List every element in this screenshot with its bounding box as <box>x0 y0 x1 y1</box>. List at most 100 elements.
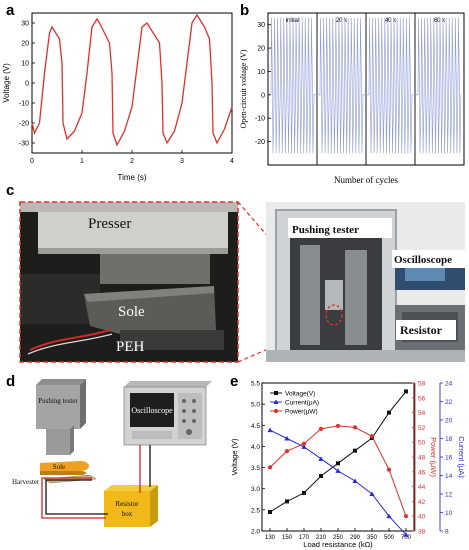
y-left-tick-label: 3.5 <box>251 465 260 472</box>
current-marker <box>335 468 341 473</box>
voltage-marker <box>302 490 306 495</box>
current-marker <box>386 513 392 519</box>
x-axis-label: Load resistance (kΩ) <box>303 540 373 549</box>
x-tick-label: 150 <box>282 535 293 541</box>
x-tick-label: 4 <box>230 158 234 165</box>
panel-label-e: e <box>230 373 239 390</box>
y-power-tick-label: 56 <box>418 395 426 402</box>
black-wire-1 <box>45 479 108 515</box>
x-tick-label: 0 <box>30 158 34 165</box>
y-current-tick-label: 18 <box>445 436 453 443</box>
current-marker <box>267 427 273 433</box>
y-tick-label: 30 <box>257 22 265 29</box>
presser-label: Presser <box>88 216 131 232</box>
x-axis-label: Number of cycles <box>334 175 398 185</box>
x-tick-label: 250 <box>333 535 344 541</box>
voltage-time-chart: 30 20 10 0 -10 -20 -30 0 1 2 3 4 Voltage (V) Time … <box>2 12 234 182</box>
y-power-tick-label: 40 <box>418 514 426 521</box>
power-marker <box>284 448 290 454</box>
y-power-tick-label: 42 <box>418 499 426 506</box>
y-tick-label: 0 <box>25 81 29 88</box>
experimental-setup-photos: Presser Sole PEH Pushing tester Oscillos… <box>19 201 468 363</box>
y-current-tick-label: 14 <box>445 473 453 480</box>
y-left-tick-label: 4.5 <box>251 423 260 430</box>
x-tick-label: 700 <box>401 535 412 541</box>
harvester-shape <box>43 474 97 484</box>
y-tick-label: 20 <box>257 46 265 53</box>
y-axis-power-label: Power (μW) <box>429 437 438 477</box>
current-marker <box>273 399 279 404</box>
y-tick-label: 10 <box>21 61 29 68</box>
sole-text: Sole <box>53 463 65 471</box>
power-marker <box>273 408 279 414</box>
y-current-tick-label: 24 <box>445 381 453 388</box>
y-tick-label: 20 <box>21 41 29 48</box>
y-axis-label: Open-circuit voltage (V) <box>239 49 248 128</box>
y-power-tick-label: 38 <box>418 529 426 536</box>
y-tick-label: -20 <box>255 139 265 146</box>
x-tick-label: 210 <box>316 535 327 541</box>
power-marker <box>318 426 324 431</box>
current-marker <box>301 444 307 449</box>
y-power-tick-label: 58 <box>418 381 426 388</box>
resistor-box-text-1: Resistor <box>116 500 140 508</box>
y-tick-label: 10 <box>257 69 265 76</box>
voltage-marker <box>268 509 272 514</box>
harvester-text: Harvester <box>12 478 40 486</box>
power-marker <box>267 465 273 470</box>
power-marker <box>335 423 341 429</box>
x-tick-label: 350 <box>367 535 378 541</box>
voltage-marker <box>336 461 340 466</box>
oscilloscope-text: Oscilloscope <box>131 406 173 415</box>
pushing-tester-text: Pushing tester <box>38 397 78 405</box>
panel-label-b: b <box>240 2 250 19</box>
y-left-tick-label: 3.0 <box>251 486 260 493</box>
y-power-tick-label: 44 <box>418 484 426 491</box>
segment-label: initial <box>286 18 300 24</box>
voltage-marker <box>285 499 289 504</box>
y-tick-label: -30 <box>19 141 29 148</box>
y-power-tick-label: 52 <box>418 425 426 432</box>
y-current-tick-label: 20 <box>445 418 453 425</box>
x-tick-label: 3 <box>180 158 184 165</box>
y-axis-label: Voltage (V) <box>2 63 11 103</box>
voltage-series-line <box>31 13 233 147</box>
voltage-marker <box>404 389 408 394</box>
pushing-tester-block <box>36 379 86 455</box>
x-axis-label: Time (s) <box>117 173 146 182</box>
legend-label: Voltage(V) <box>285 391 315 398</box>
presser-photo <box>19 201 239 363</box>
panel-label-a: a <box>6 2 15 19</box>
y-axis-current-label: Current (μA) <box>457 436 466 478</box>
power-marker <box>403 514 409 519</box>
red-wire-1 <box>41 477 106 519</box>
voltage-marker <box>319 474 323 479</box>
setup-schematic: Pushing tester Sole Harvester Oscillosco… <box>12 379 212 527</box>
y-tick-label: -20 <box>19 121 29 128</box>
voltage-marker <box>274 391 278 395</box>
peh-label: PEH <box>116 339 145 355</box>
oscilloscope-label: Oscilloscope <box>394 254 452 266</box>
x-tick-label: 290 <box>350 535 361 541</box>
resistor-box-text-2: box <box>122 510 133 518</box>
resistor-box-device <box>104 485 158 527</box>
legend-label: Current(μA) <box>285 400 319 407</box>
current-marker <box>403 532 409 537</box>
y-power-tick-label: 54 <box>418 410 426 417</box>
x-tick-label: 170 <box>299 535 310 541</box>
oscilloscope-device <box>123 381 212 446</box>
x-tick-label: 2 <box>130 158 134 165</box>
y-current-tick-label: 10 <box>445 510 453 517</box>
panel-label-c: c <box>6 182 15 199</box>
y-left-tick-label: 5.0 <box>251 402 260 409</box>
y-power-tick-label: 50 <box>418 440 426 447</box>
y-left-tick-label: 2.5 <box>251 507 260 514</box>
y-power-tick-label: 46 <box>418 469 426 476</box>
y-current-tick-label: 12 <box>445 492 453 499</box>
resistor-label: Resistor <box>400 323 443 337</box>
ocv-series-line <box>270 17 462 154</box>
pushing-tester-label: Pushing tester <box>292 224 359 236</box>
voltage-marker <box>353 448 357 453</box>
series-line <box>269 429 407 536</box>
